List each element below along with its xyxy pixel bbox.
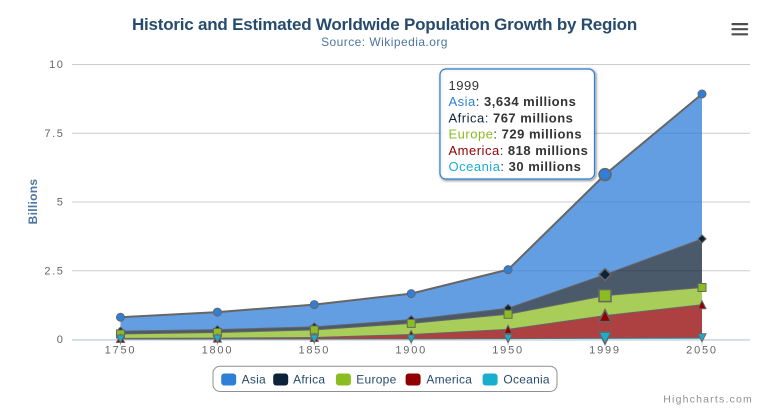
svg-text:Europe: 729 millions: Europe: 729 millions [449, 127, 583, 142]
svg-text:Highcharts.com: Highcharts.com [663, 394, 753, 406]
svg-text:1900: 1900 [395, 345, 427, 357]
svg-text:1750: 1750 [105, 345, 137, 357]
svg-text:Oceania: 30 millions: Oceania: 30 millions [449, 159, 582, 174]
svg-text:Africa: 767 millions: Africa: 767 millions [449, 110, 574, 125]
svg-text:2050: 2050 [686, 345, 718, 357]
svg-text:Africa: Africa [293, 373, 325, 387]
svg-text:7.5: 7.5 [44, 128, 64, 140]
svg-text:America: America [426, 373, 472, 387]
svg-text:Source: Wikipedia.org: Source: Wikipedia.org [321, 35, 448, 49]
svg-text:5: 5 [57, 197, 65, 209]
svg-text:Europe: Europe [356, 373, 396, 387]
svg-text:Oceania: Oceania [503, 373, 550, 387]
svg-text:1950: 1950 [492, 345, 524, 357]
svg-text:Billions: Billions [26, 179, 40, 225]
svg-text:Asia: Asia [242, 373, 266, 387]
svg-text:1800: 1800 [202, 345, 234, 357]
svg-text:0: 0 [57, 334, 65, 346]
svg-text:1850: 1850 [298, 345, 330, 357]
svg-text:Historic and Estimated Worldwi: Historic and Estimated Worldwide Populat… [132, 15, 637, 34]
svg-text:2.5: 2.5 [44, 265, 64, 277]
svg-text:Asia: 3,634 millions: Asia: 3,634 millions [449, 94, 577, 109]
svg-text:1999: 1999 [449, 78, 480, 93]
svg-text:America: 818 millions: America: 818 millions [449, 143, 589, 158]
svg-text:10: 10 [49, 59, 64, 71]
svg-text:1999: 1999 [589, 345, 621, 357]
